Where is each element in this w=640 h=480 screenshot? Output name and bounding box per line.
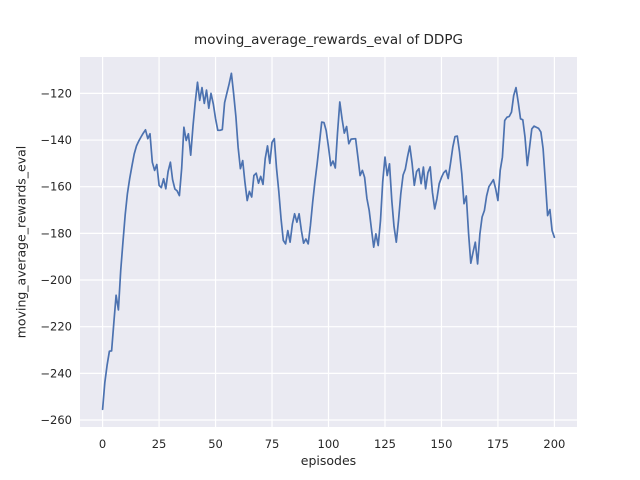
x-axis-label: episodes xyxy=(300,453,357,468)
x-tick-label: 0 xyxy=(99,437,106,451)
x-tick-label: 150 xyxy=(430,437,452,451)
x-tick-label: 75 xyxy=(265,437,280,451)
y-tick-label: −180 xyxy=(40,226,72,240)
y-tick-label: −260 xyxy=(40,413,72,427)
x-tick-label: 125 xyxy=(374,437,396,451)
y-tick-label: −220 xyxy=(40,320,72,334)
chart-title: moving_average_rewards_eval of DDPG xyxy=(194,32,463,48)
y-tick-label: −140 xyxy=(40,133,72,147)
reward-line xyxy=(101,72,556,411)
x-tick-label: 100 xyxy=(318,437,340,451)
x-tick-label: 25 xyxy=(152,437,167,451)
x-tick-label: 200 xyxy=(543,437,565,451)
x-tick-label: 175 xyxy=(487,437,509,451)
y-tick-label: −200 xyxy=(40,273,72,287)
y-tick-label: −120 xyxy=(40,86,72,100)
y-axis-label: moving_average_rewards_eval xyxy=(13,145,29,339)
x-tick-label: 50 xyxy=(208,437,223,451)
y-tick-label: −160 xyxy=(40,180,72,194)
y-tick-label: −240 xyxy=(40,366,72,380)
